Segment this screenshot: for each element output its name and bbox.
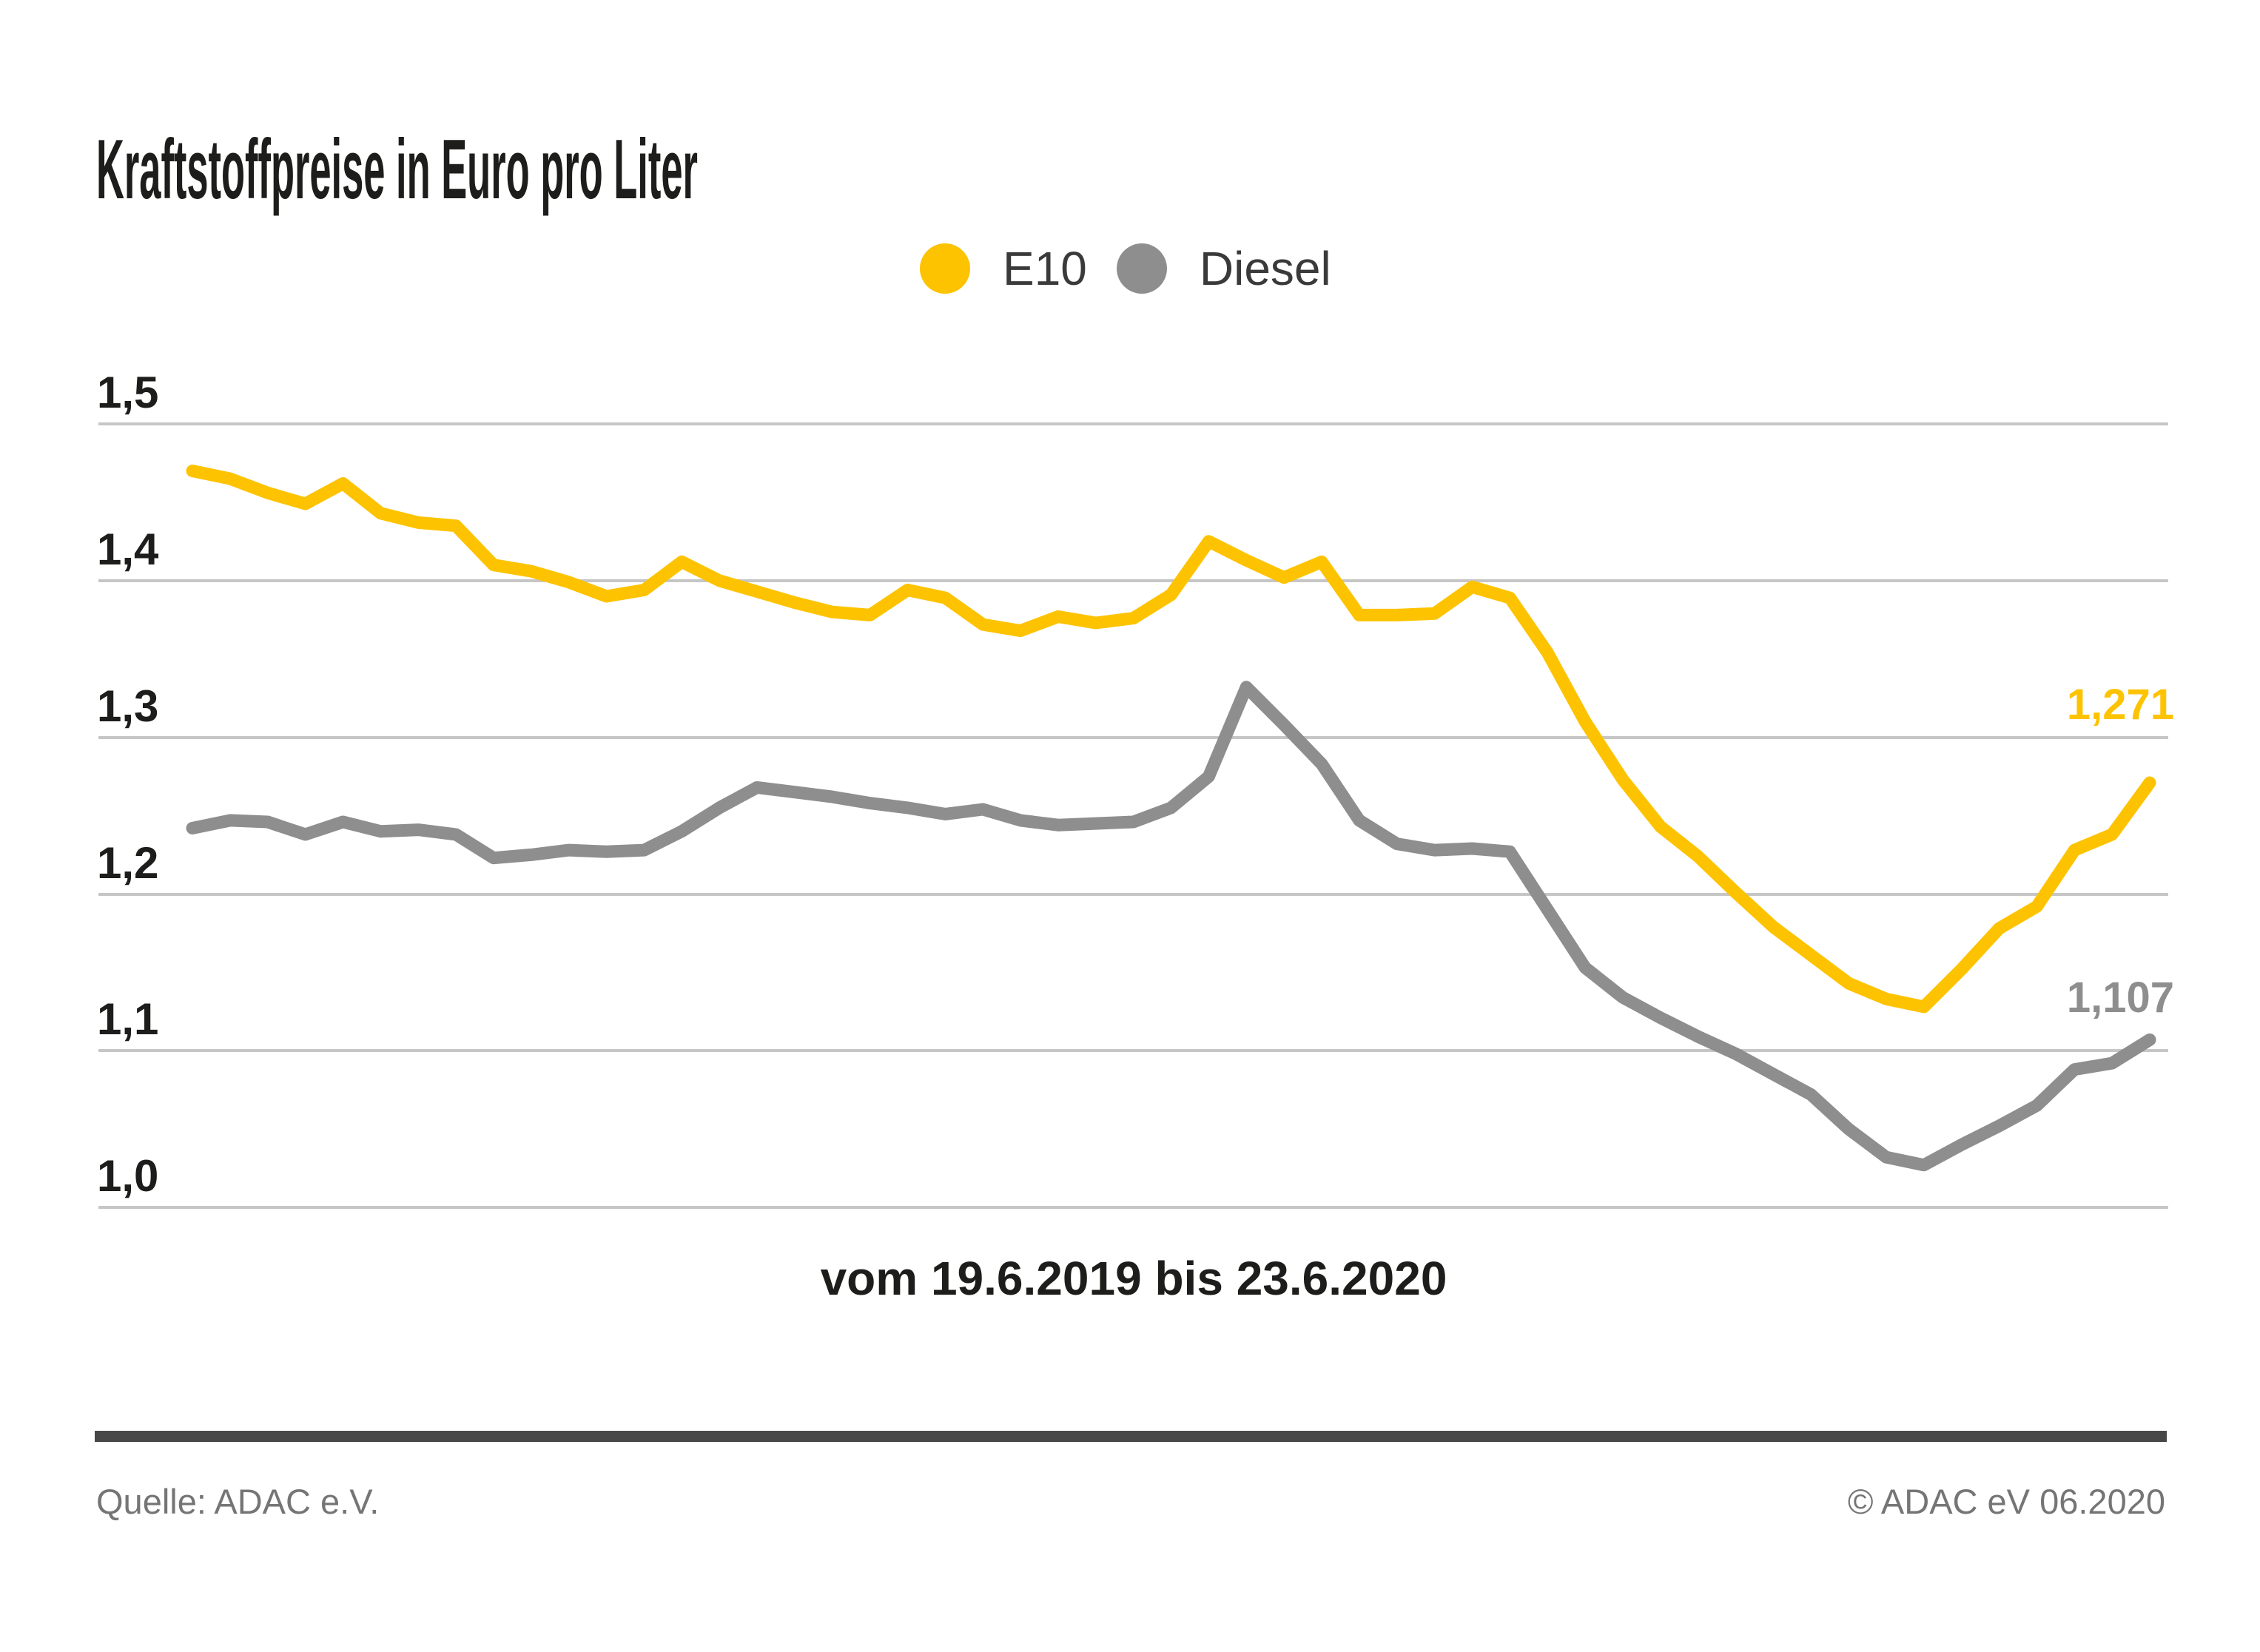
x-axis-label: vom 19.6.2019 bis 23.6.2020 [821, 1252, 1447, 1305]
diesel-dot-circle [1116, 243, 1167, 294]
y-tick-1-5: 1,5 [97, 368, 158, 417]
diesel-dot-icon [1116, 243, 1167, 294]
e10-line [186, 465, 2156, 1014]
e10-end-value-label: 1,271 [2067, 681, 2174, 729]
e10-dot-circle [920, 243, 970, 294]
legend: E10 Diesel [920, 243, 1331, 294]
y-tick-1-2: 1,2 [97, 838, 158, 888]
legend-label-e10: E10 [1003, 242, 1087, 295]
diesel-line [186, 681, 2156, 1172]
y-tick-1-3: 1,3 [97, 681, 158, 731]
footer-copyright: © ADAC eV 06.2020 [1847, 1482, 2165, 1521]
e10-dot-icon [920, 243, 970, 294]
page-title: Kraftstoffpreise in Euro pro Liter [96, 123, 698, 217]
y-tick-1-1: 1,1 [97, 994, 158, 1044]
legend-item-diesel: Diesel [1116, 242, 1331, 295]
footer-divider [95, 1431, 2167, 1442]
diesel-end-value-label: 1,107 [2067, 974, 2174, 1022]
legend-label-diesel: Diesel [1199, 242, 1331, 295]
y-tick-1-0: 1,0 [97, 1151, 158, 1201]
footer-source: Quelle: ADAC e.V. [96, 1482, 380, 1521]
y-tick-1-4: 1,4 [97, 525, 159, 574]
legend-item-e10: E10 [920, 243, 1087, 294]
